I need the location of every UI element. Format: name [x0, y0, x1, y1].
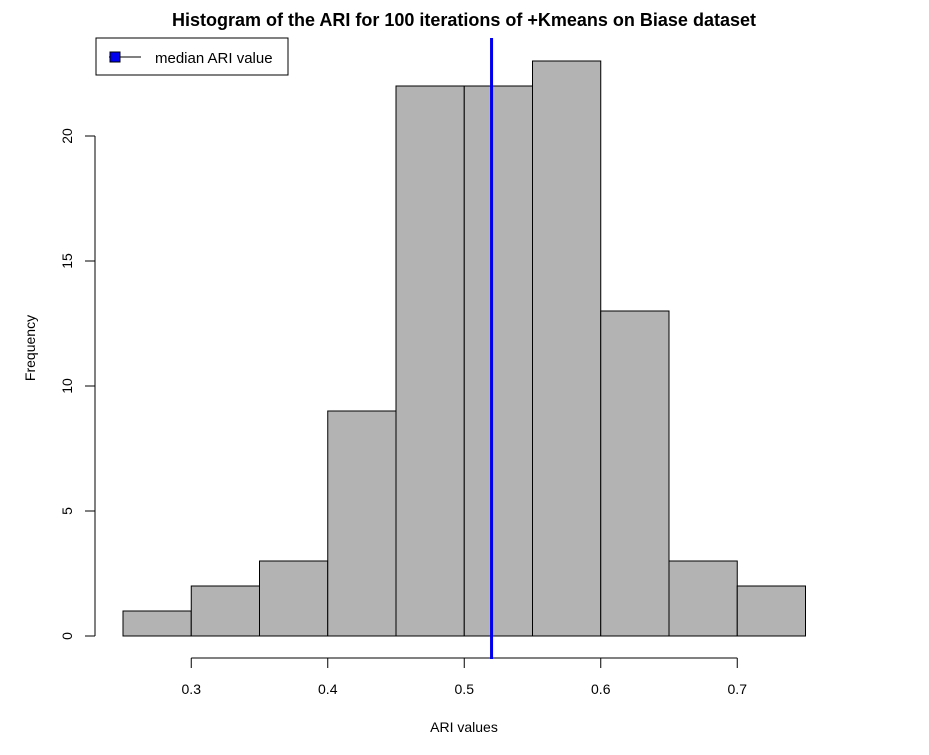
histogram-bar-1	[122, 610, 192, 637]
histogram-bar-4	[327, 410, 397, 637]
x-axis: 0.3 0.4 0.5 0.6 0.7	[182, 657, 748, 697]
histogram-bar-7	[532, 60, 602, 637]
histogram-bars	[122, 60, 806, 637]
y-tick-label: 0	[59, 632, 75, 640]
x-tick-label: 0.7	[728, 681, 748, 697]
x-tick-label: 0.4	[318, 681, 338, 697]
histogram-bar-2	[190, 585, 260, 637]
y-axis: 0 5 10 15 20	[59, 128, 96, 640]
histogram-bar-10	[736, 585, 806, 637]
histogram-bar-3	[259, 560, 329, 637]
y-tick-label: 10	[59, 378, 75, 394]
y-axis-label: Frequency	[22, 315, 38, 381]
histogram-bar-6	[463, 85, 533, 637]
histogram-bar-8	[600, 310, 670, 637]
legend-label: median ARI value	[155, 50, 273, 67]
legend-swatch	[109, 51, 121, 63]
x-axis-label: ARI values	[430, 719, 498, 735]
x-tick-label: 0.5	[455, 681, 475, 697]
y-tick-label: 20	[59, 128, 75, 144]
histogram-bar-9	[668, 560, 738, 637]
histogram-bar-5	[395, 85, 465, 637]
legend: median ARI value	[95, 37, 289, 76]
y-tick-label: 15	[59, 253, 75, 269]
chart-title: Histogram of the ARI for 100 iterations …	[172, 10, 756, 30]
y-tick-label: 5	[59, 507, 75, 515]
x-tick-label: 0.3	[182, 681, 202, 697]
x-tick-label: 0.6	[591, 681, 611, 697]
